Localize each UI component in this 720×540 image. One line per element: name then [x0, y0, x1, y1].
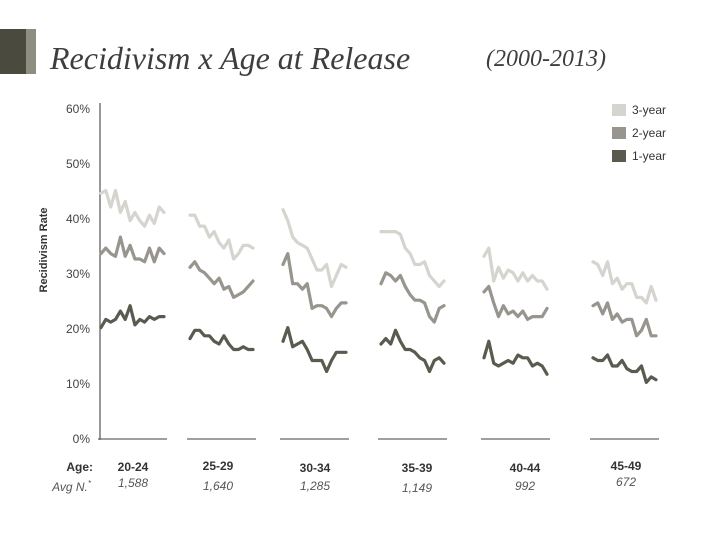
age-group-label: 40-44	[509, 461, 541, 475]
chart-title: Recidivism x Age at Release	[50, 40, 411, 76]
y-tick-label-40: 40%	[65, 212, 90, 226]
legend-swatch-3-year	[612, 104, 626, 116]
legend-swatch-1-year	[612, 150, 626, 162]
y-tick-label-0: 0%	[72, 432, 90, 446]
y-tick-label-20: 20%	[65, 322, 90, 336]
y-tick-label-10: 10%	[65, 377, 90, 391]
age-group-n: 1,149	[401, 481, 433, 495]
series-line-1-year-age-30-34	[281, 326, 348, 374]
age-group-label: 25-29	[202, 459, 234, 473]
series-line-3-year-age-20-24	[99, 188, 166, 228]
age-group-n: 672	[615, 475, 637, 489]
series-line-2-year-age-45-49	[591, 301, 658, 338]
age-group-n: 1,588	[117, 476, 149, 490]
legend-label-2-year: 2-year	[632, 126, 667, 140]
series-line-1-year-age-25-29	[188, 328, 255, 352]
series-line-2-year-age-40-44	[482, 284, 549, 321]
legend-swatch-2-year	[612, 127, 626, 139]
y-tick-label-50: 50%	[65, 157, 90, 171]
series-line-1-year-age-45-49	[591, 353, 658, 384]
series-line-2-year-age-20-24	[99, 235, 166, 264]
title-accent-light-bar	[26, 29, 36, 74]
age-group-label: 45-49	[610, 459, 642, 473]
age-group-n: 992	[514, 479, 536, 493]
series-line-3-year-age-45-49	[591, 260, 658, 305]
series-line-1-year-age-20-24	[99, 304, 166, 330]
series-line-2-year-age-35-39	[379, 271, 446, 324]
series-line-3-year-age-30-34	[281, 208, 348, 289]
series-line-2-year-age-30-34	[281, 252, 348, 319]
age-header: Age:	[66, 460, 93, 474]
series-line-1-year-age-40-44	[482, 339, 549, 376]
series-line-3-year-age-40-44	[482, 246, 549, 291]
age-group-label: 35-39	[401, 461, 433, 475]
age-group-label: 30-34	[299, 461, 331, 475]
series-line-1-year-age-35-39	[379, 328, 446, 374]
age-group-n: 1,285	[299, 479, 331, 493]
title-accent-dark-bar	[0, 29, 26, 74]
age-group-n: 1,640	[202, 479, 234, 493]
avg-n-footnote-mark: *	[87, 479, 91, 488]
chart-subtitle: (2000-2013)	[486, 46, 606, 72]
avg-n-header-text: Avg N.	[52, 480, 88, 494]
y-tick-label-30: 30%	[65, 267, 90, 281]
series-line-3-year-age-25-29	[188, 213, 255, 261]
legend-label-1-year: 1-year	[632, 149, 667, 163]
y-tick-label-60: 60%	[65, 102, 90, 116]
legend-label-3-year: 3-year	[632, 103, 667, 117]
series-line-2-year-age-25-29	[188, 260, 255, 299]
series-line-3-year-age-35-39	[379, 230, 446, 289]
avg-n-header: Avg N.*	[52, 479, 91, 494]
age-group-label: 20-24	[117, 460, 149, 474]
